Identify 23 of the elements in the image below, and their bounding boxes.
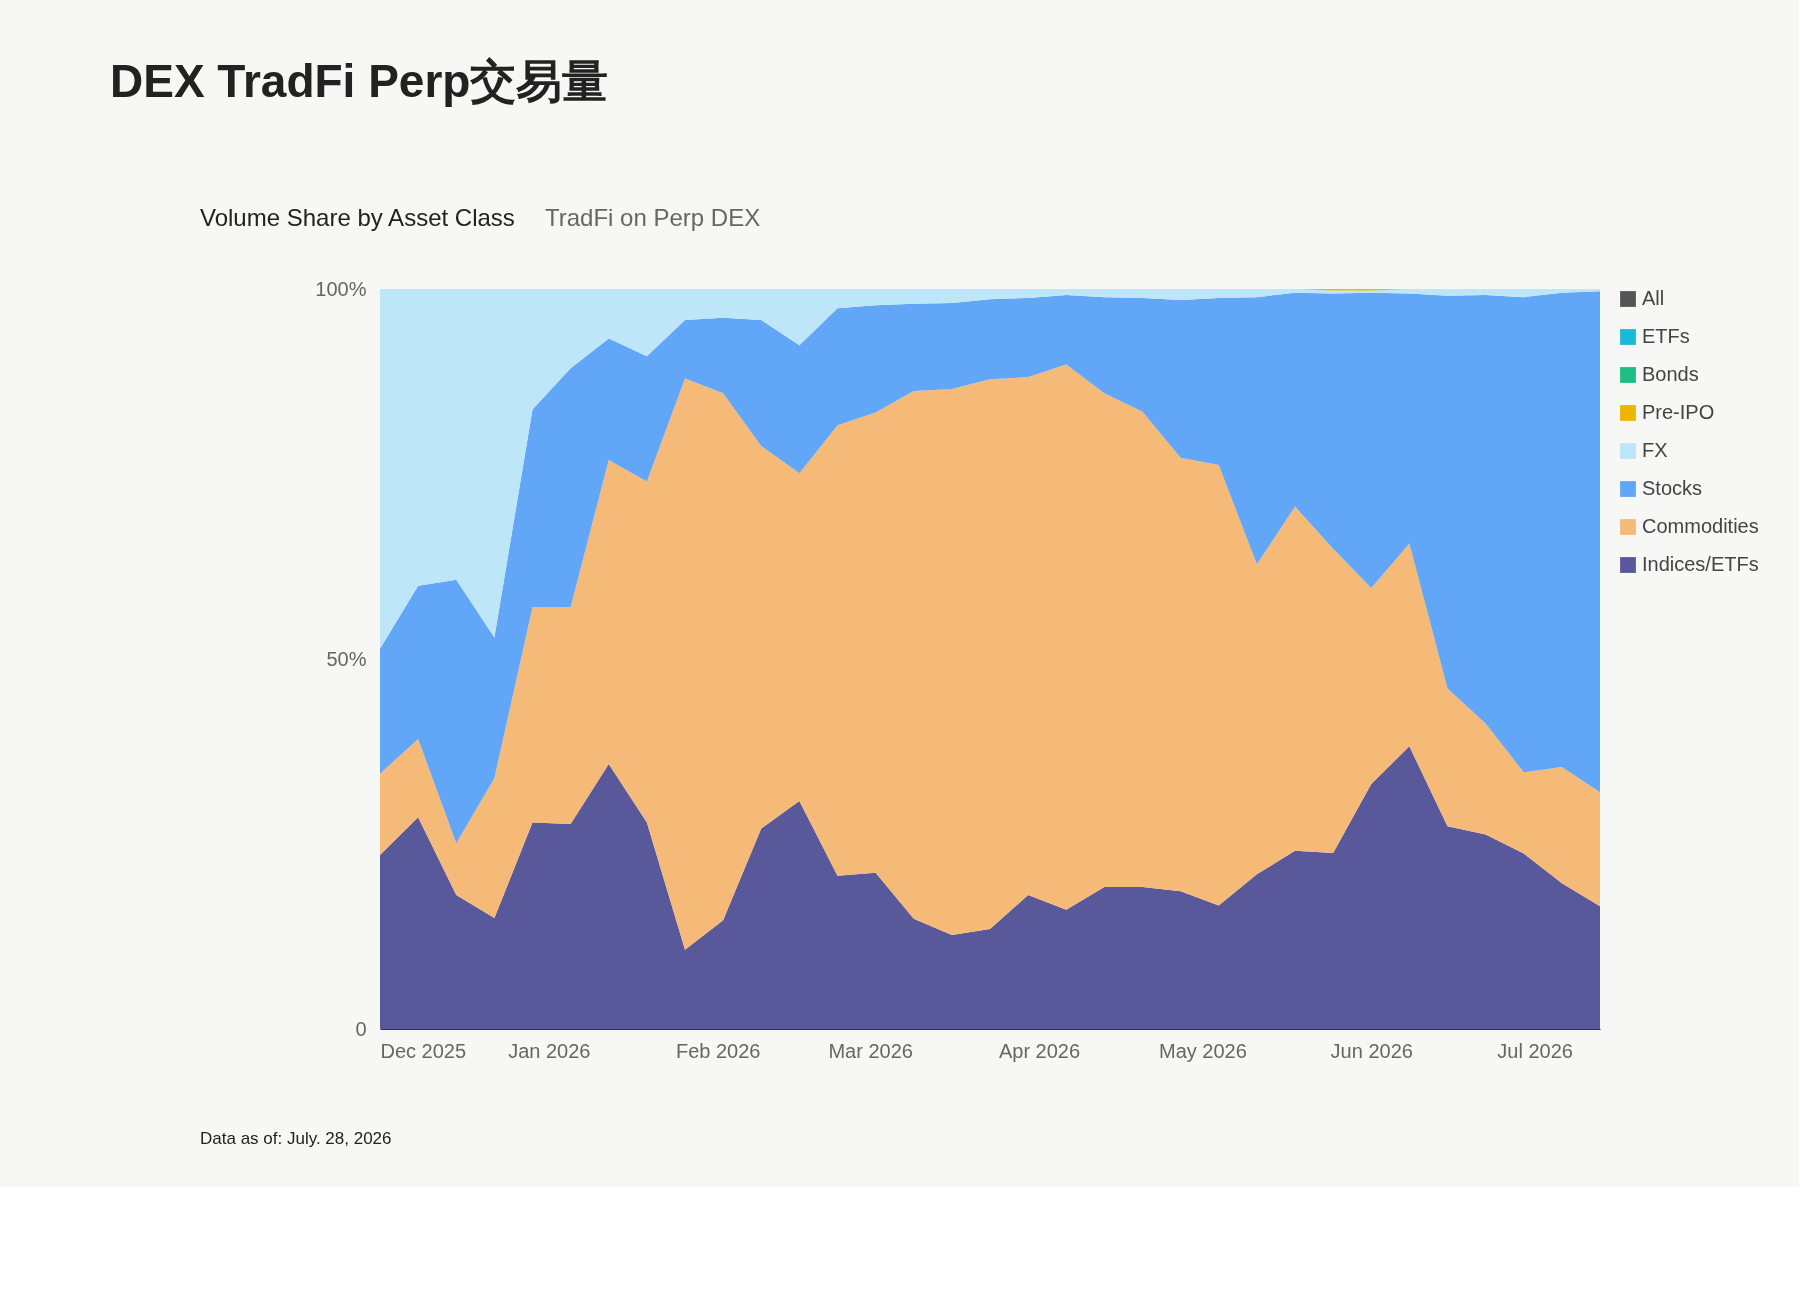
legend-label: Stocks [1642,477,1703,499]
x-tick-label: Feb 2026 [675,1039,761,1062]
y-tick-label: 0 [355,1017,367,1040]
x-tick-label: Apr 2026 [998,1039,1081,1062]
text: TradFi on Perp DEX [545,204,761,231]
legend-label: Bonds [1642,363,1699,385]
chart-subtitle: Volume Share by Asset Class [200,204,515,231]
x-tick-label: Jul 2026 [1497,1039,1573,1062]
legend-label: Indices/ETFs [1642,553,1759,575]
x-tick-label: May 2026 [1158,1039,1247,1062]
legend-label: All [1642,287,1665,309]
y-tick-label: 50% [326,647,367,670]
x-tick-label: Dec 2025 [380,1039,467,1062]
legend-label: Pre-IPO [1642,401,1715,423]
text: Data as of: July. 28, 2026 [200,1129,392,1148]
x-tick-label: Mar 2026 [828,1039,913,1062]
chart-title: DEX TradFi Perp交易量 [110,55,609,107]
y-tick-label: 100% [315,277,367,300]
x-tick-label: Jan 2026 [508,1039,591,1062]
legend-label: FX [1642,439,1668,461]
legend-label: Commodities [1642,515,1759,537]
legend-label: ETFs [1642,325,1690,347]
x-tick-label: Jun 2026 [1330,1039,1413,1062]
